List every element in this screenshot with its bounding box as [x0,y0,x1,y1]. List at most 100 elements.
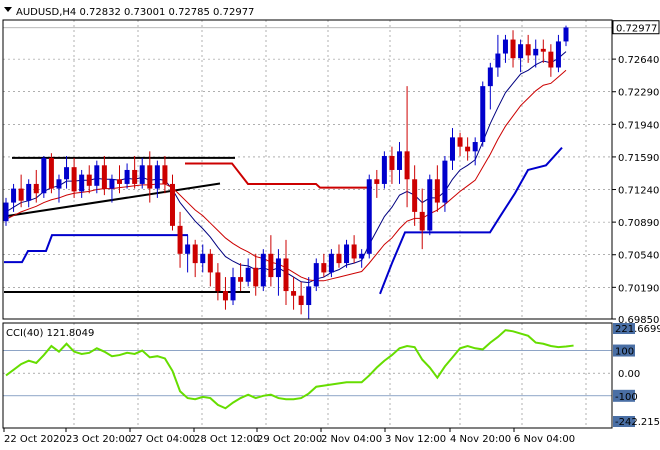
bear-candle [404,151,410,180]
cci-tick-label: 100 [615,347,634,358]
bull-candle [275,258,281,278]
bear-candle [147,165,153,189]
bear-candle [162,165,168,184]
bear-candle [419,211,425,231]
bear-candle [215,272,221,292]
bear-candle [389,155,395,170]
cci-series [5,329,574,410]
bull-candle [563,27,569,42]
bull-candle [518,44,524,59]
bear-candle [18,188,24,201]
bear-candle [86,174,92,186]
bear-candle [351,244,357,259]
price-tick-label: 0.69850 [618,315,659,326]
time-tick-label: 2 Nov 04:00 [321,434,382,445]
upper-channel-line [185,162,372,189]
bear-candle [132,169,138,184]
bear-candle [207,253,213,273]
price-tick-label: 0.70540 [618,251,659,262]
bull-candle [344,244,350,264]
bull-candle [397,151,403,170]
bull-candle [359,253,365,259]
bear-candle [33,183,39,194]
bear-candle [548,51,554,68]
current-price-label: 0.72977 [616,24,657,35]
bear-candle [374,179,380,184]
bull-candle [56,179,62,189]
time-tick-label: 23 Oct 20:00 [66,434,131,445]
bear-candle [48,157,54,189]
time-tick-label: 28 Oct 12:00 [194,434,259,445]
time-tick-label: 29 Oct 20:00 [257,434,322,445]
cci-header: CCI(40) 121.8049 [6,328,94,339]
bull-candle [154,165,160,189]
cci-scale-tag [613,416,635,427]
bear-candle [253,267,259,287]
bear-candle [169,183,175,226]
bull-candle [260,253,266,287]
bull-candle [480,86,486,143]
bear-candle [298,295,304,306]
cci-scale-label: 221.6699 [615,324,660,335]
bull-candle [472,142,478,152]
bull-candle [124,169,130,184]
bear-candle [525,44,531,56]
lower-channel-line [379,146,563,295]
cci-scale-tag [613,323,635,334]
candlestick-series [3,25,569,319]
price-tick-label: 0.71940 [618,120,659,131]
bull-candle [11,188,17,203]
bear-candle [71,167,77,192]
bear-candle [177,225,183,254]
price-axis: 0.72640 0.72290 0.71940 0.71590 0.71240 0.708… [612,20,660,428]
bull-candle [64,167,70,180]
bull-candle [139,165,145,184]
bear-candle [465,146,471,152]
bull-candle [79,174,85,192]
bear-candle [268,253,274,278]
symbol-ohlc-label: AUDUSD,H4 0.72832 0.73001 0.72785 0.7297… [16,7,254,18]
bull-candle [230,277,236,301]
time-tick-label: 22 Oct 2020 [4,434,66,445]
cci-scale-label: -242.2158 [615,417,660,428]
bear-candle [222,291,228,301]
bull-candle [41,157,47,194]
bull-candle [427,179,433,231]
bear-candle [101,165,107,189]
cci-level-tag [613,344,635,357]
price-tick-label: 0.72640 [618,55,659,66]
lower-channel-line [4,234,188,264]
price-tick-label: 0.72290 [618,88,659,99]
price-tick-label: 0.70190 [618,283,659,294]
cci-line [5,329,574,410]
chart-header: AUDUSD,H4 0.72832 0.73001 0.72785 0.7297… [4,7,254,18]
bull-candle [502,39,508,54]
cci-tick-label: -100 [615,392,638,403]
price-tick-label: 0.71590 [618,153,659,164]
chart-grid [3,20,612,428]
bull-candle [200,253,206,264]
bull-candle [495,53,501,68]
current-price-tag [612,20,660,35]
bear-candle [192,244,198,264]
bull-candle [94,165,100,186]
bear-candle [510,39,516,59]
bull-candle [306,286,312,306]
bull-candle [26,183,32,201]
cci-tick-label: 0.00 [618,369,640,380]
bear-candle [321,263,327,273]
collapse-triangle-icon[interactable] [4,7,12,12]
panel-frames [2,19,613,429]
bull-candle [533,48,539,56]
bull-candle [313,263,319,287]
bull-candle [487,67,493,87]
bear-candle [291,291,297,296]
price-tick-label: 0.71240 [618,186,659,197]
cci-level-tag [613,389,635,402]
bear-candle [238,277,244,282]
time-tick-label: 3 Nov 12:00 [385,434,446,445]
bull-candle [442,160,448,203]
bear-candle [540,48,546,52]
